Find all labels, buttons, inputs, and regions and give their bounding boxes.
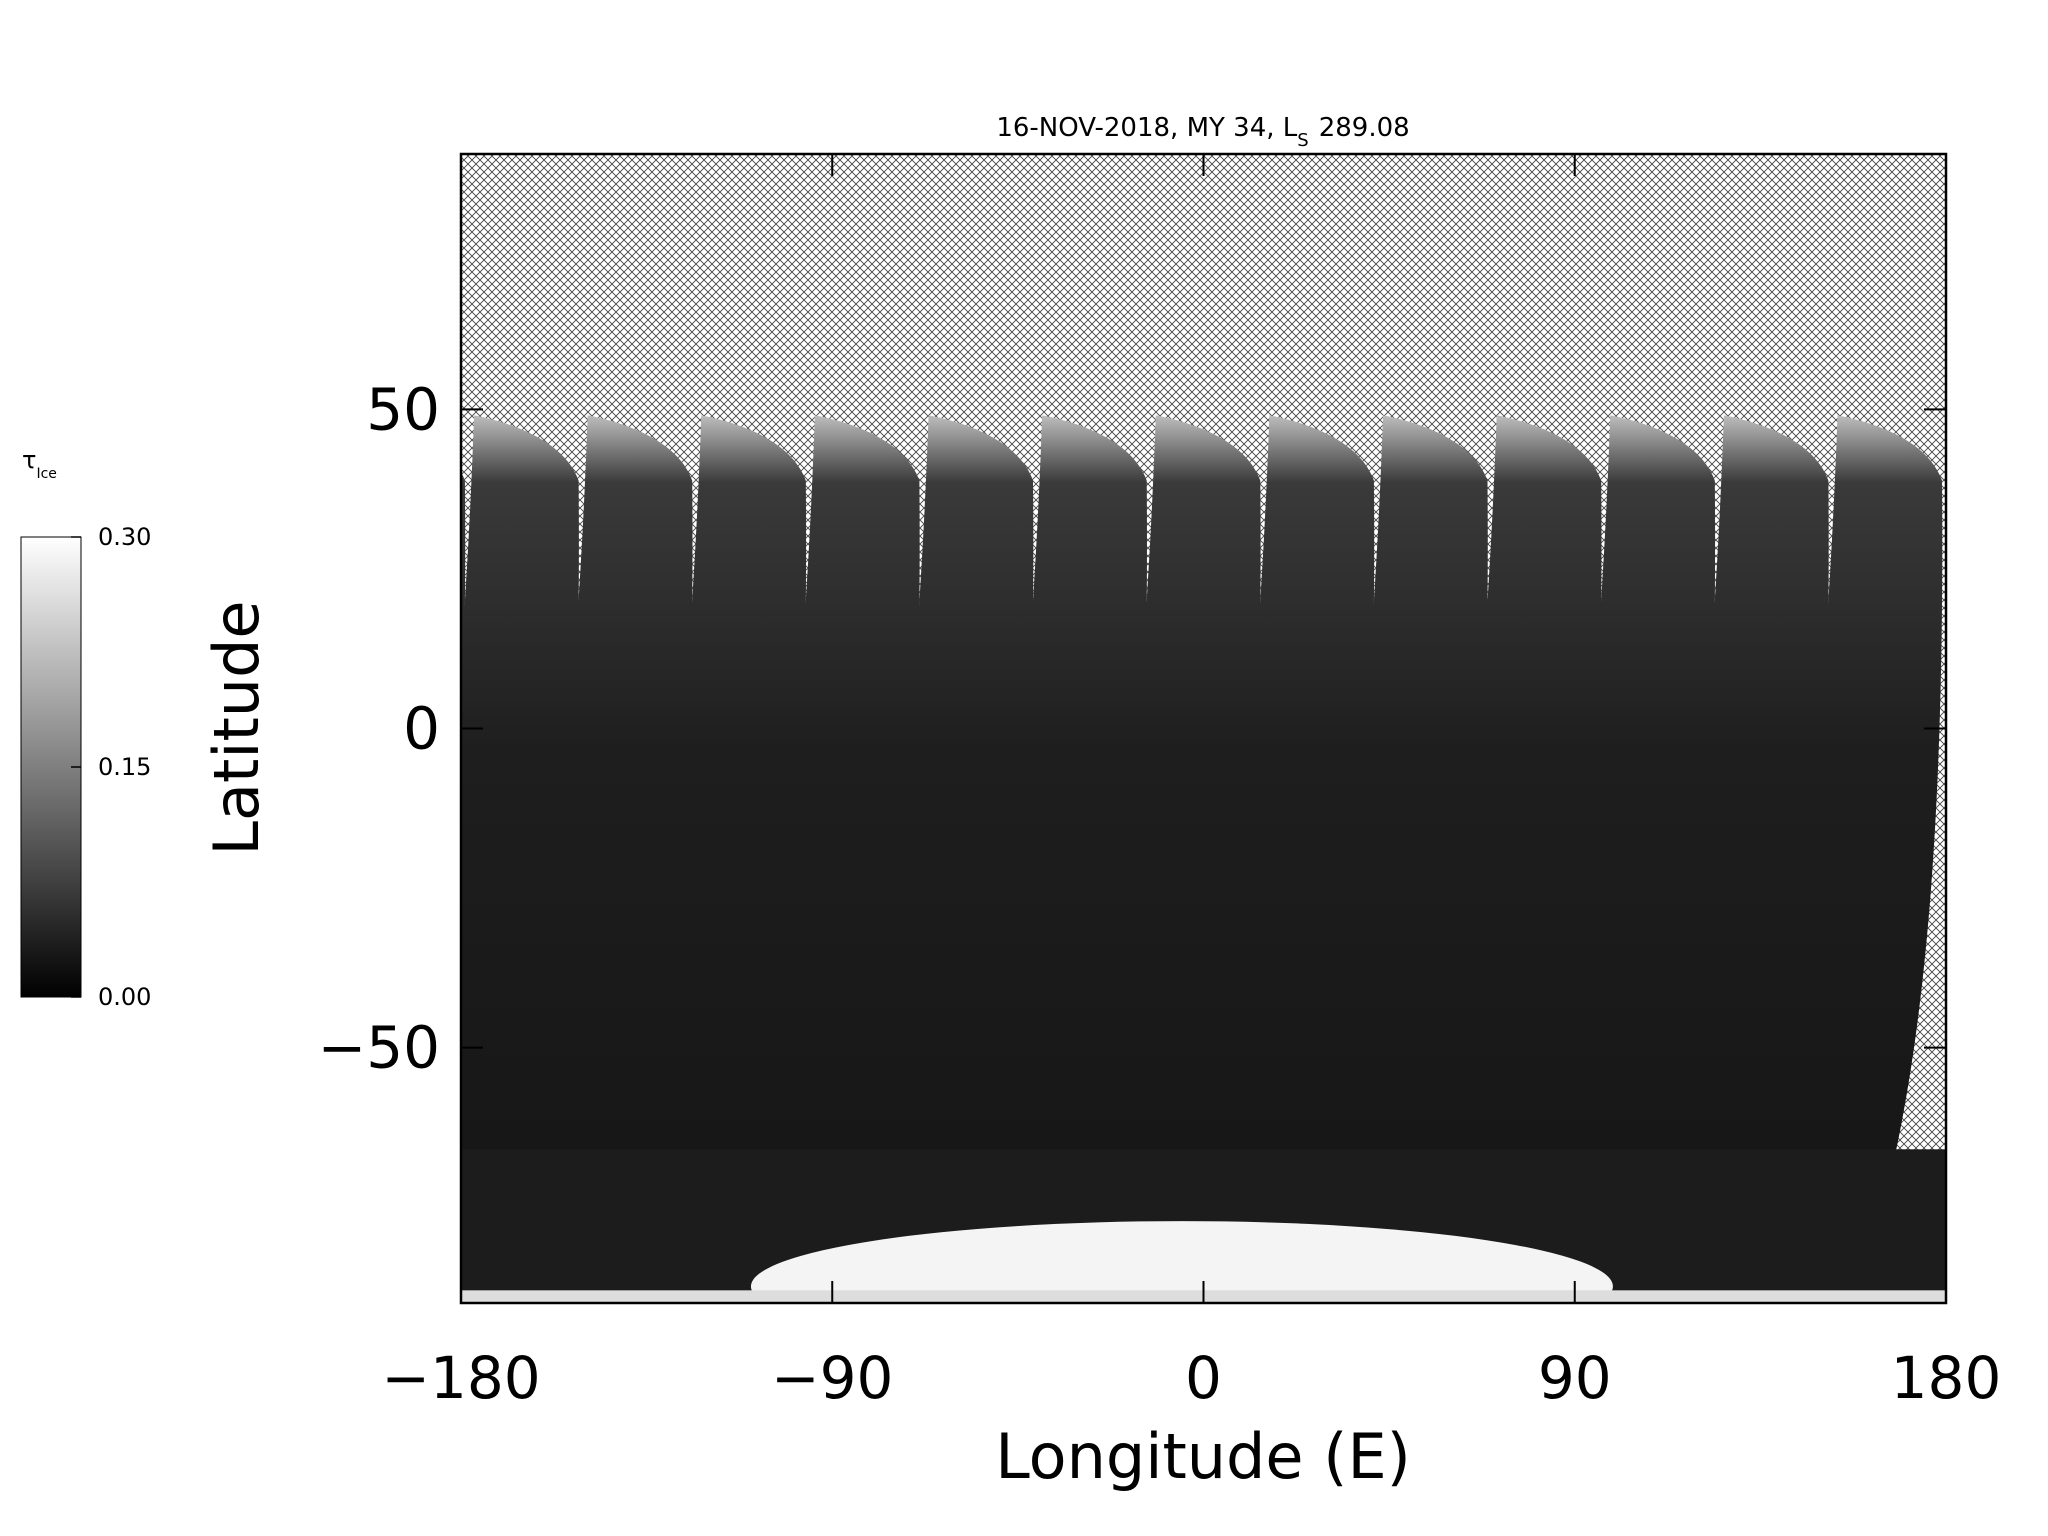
title-text: 16-NOV-2018, MY 34, L	[996, 113, 1297, 143]
ice-swath	[461, 471, 466, 766]
ice-swath	[623, 415, 807, 1254]
ice-swath	[1191, 415, 1375, 1254]
colorbar-tick-label: 0.30	[98, 523, 151, 551]
x-tick-label: −180	[381, 1344, 540, 1412]
ice-swath	[1759, 415, 1943, 1254]
polar-ice-cap	[751, 1221, 1613, 1303]
x-tick-label: 180	[1891, 1344, 2002, 1412]
ice-swath	[736, 415, 920, 1254]
ice-swath	[1304, 415, 1488, 1254]
colorbar-tick-label: 0.15	[98, 753, 151, 781]
map-area	[461, 154, 1946, 1303]
title-subscript: S	[1297, 130, 1308, 151]
ice-swath	[1418, 415, 1602, 1254]
ice-swath	[963, 415, 1147, 1254]
y-tick-label: −50	[318, 1014, 440, 1082]
ice-swath	[509, 415, 693, 1254]
y-tick-label: 50	[366, 375, 440, 443]
ice-swath	[850, 415, 1034, 1254]
colorbar-subscript: Ice	[36, 466, 56, 482]
ice-swath	[1077, 415, 1261, 1254]
colorbar-label: τIce	[22, 446, 57, 482]
x-tick-label: −90	[771, 1344, 893, 1412]
y-tick-label: 0	[403, 695, 440, 763]
ice-swath	[1531, 415, 1716, 1254]
x-axis-label: Longitude (E)	[995, 1420, 1411, 1493]
colorbar-tick-label: 0.00	[98, 983, 151, 1011]
x-tick-label: 0	[1185, 1344, 1222, 1412]
x-tick-label: 90	[1538, 1344, 1612, 1412]
title-value: 289.08	[1319, 113, 1410, 143]
ice-swath	[1645, 415, 1829, 1254]
title: 16-NOV-2018, MY 34, LS 289.08	[996, 113, 1409, 151]
colorbar-symbol: τ	[22, 446, 36, 474]
y-axis-label: Latitude	[200, 600, 273, 855]
